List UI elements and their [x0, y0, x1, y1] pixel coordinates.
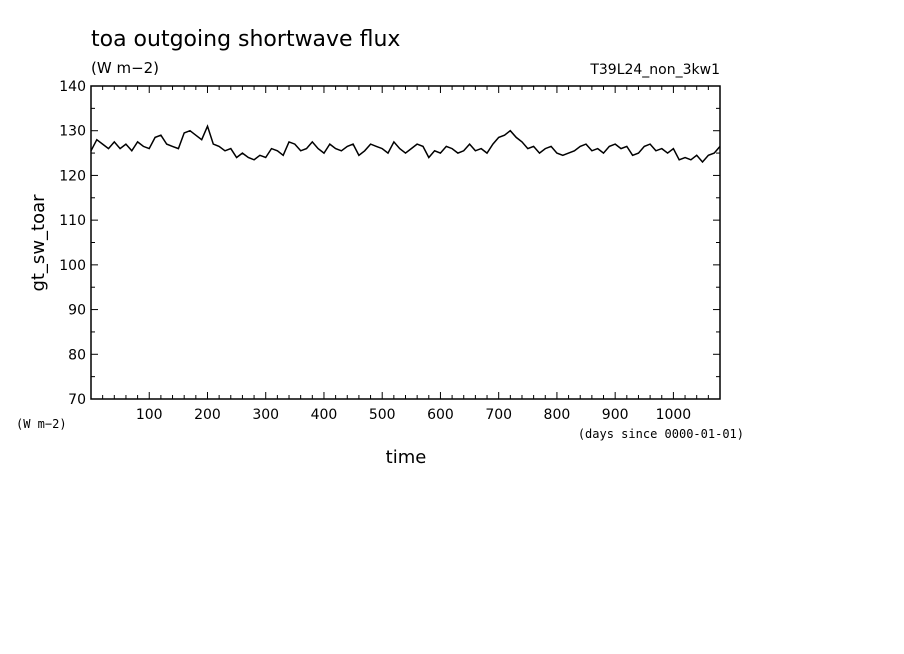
x-tick-labels: 100 200 300 400 500 600 700 800 900 1000: [136, 407, 691, 423]
series-line: [90, 124, 721, 164]
x-tick-label: 700: [485, 407, 512, 423]
run-label: T39L24_non_3kw1: [589, 62, 720, 78]
x-tick-label: 600: [427, 407, 454, 423]
x-tick-label: 800: [544, 407, 571, 423]
y-tick-label: 120: [59, 168, 86, 184]
y-tick-label: 110: [59, 213, 86, 229]
x-tick-label: 400: [311, 407, 338, 423]
y-axis-label: gt_sw_toar: [28, 194, 49, 292]
x-axis-label: time: [386, 447, 427, 468]
y-tick-label: 80: [68, 347, 86, 363]
chart-title: toa outgoing shortwave flux: [91, 27, 400, 52]
x-tick-label: 300: [252, 407, 279, 423]
x-tick-label: 500: [369, 407, 396, 423]
x-tick-label: 100: [136, 407, 163, 423]
y-tick-labels: 70 80 90 100 110 120 130 140: [59, 79, 86, 408]
x-tick-label: 200: [194, 407, 221, 423]
plot-frame: [90, 85, 721, 400]
y-units-label: (W m−2): [16, 417, 67, 431]
x-units-label: (days since 0000-01-01): [578, 427, 744, 441]
y-tick-label: 70: [68, 392, 86, 408]
x-tick-label: 1000: [656, 407, 692, 423]
y-tick-label: 100: [59, 258, 86, 274]
chart-subtitle: (W m−2): [91, 59, 159, 77]
y-tick-label: 90: [68, 303, 86, 319]
x-tick-label: 900: [602, 407, 629, 423]
y-tick-label: 140: [59, 79, 86, 95]
y-tick-label: 130: [59, 124, 86, 140]
